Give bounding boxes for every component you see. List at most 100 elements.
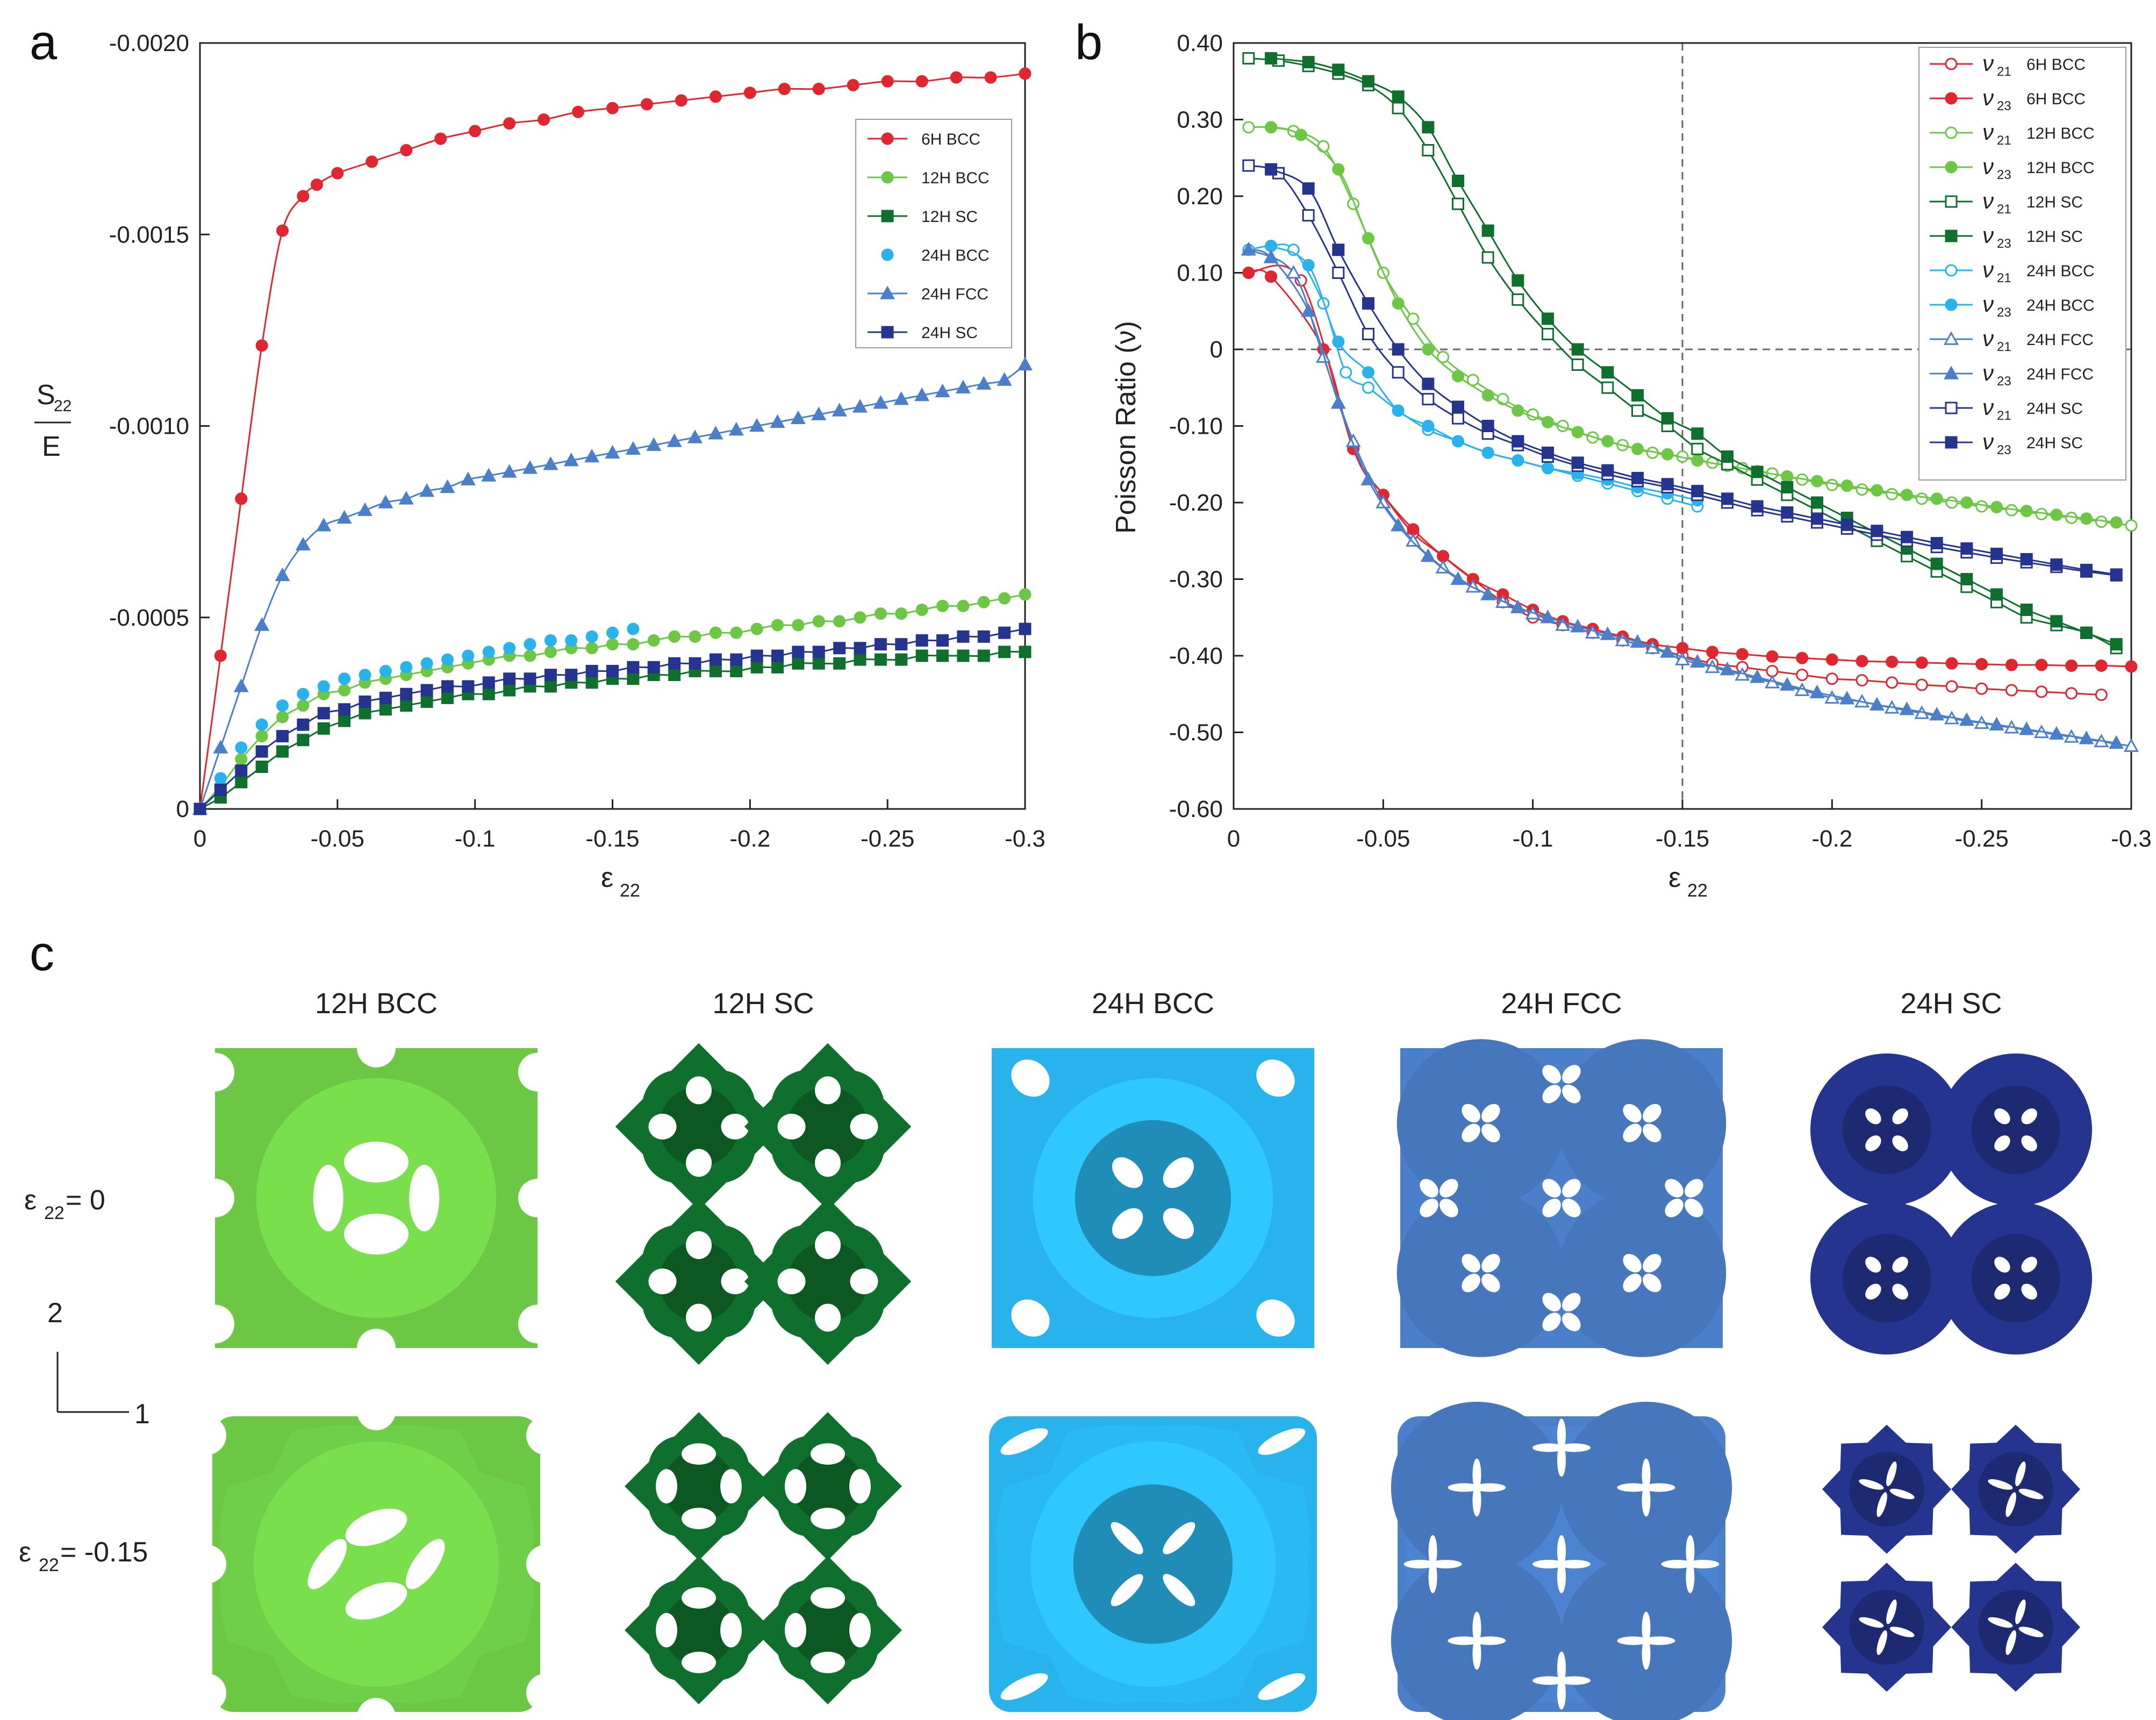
legend-marker	[1945, 195, 1958, 208]
legend-entry: ν 23 24H FCC	[1930, 360, 2094, 389]
legend-marker	[1945, 126, 1958, 139]
shell-inner	[1849, 1589, 1924, 1665]
legend-marker	[1945, 161, 1958, 174]
legend-entry: ν 23 24H BCC	[1930, 291, 2095, 320]
data-point	[1450, 571, 1466, 585]
data-point	[811, 406, 827, 420]
data-point	[1452, 435, 1464, 448]
pore	[1258, 1428, 1306, 1455]
data-point	[668, 669, 681, 682]
unit-cell-12h-bcc-deformed	[188, 1392, 565, 1720]
pore	[1462, 1273, 1480, 1293]
pore	[1562, 1313, 1581, 1331]
panel-label-b: b	[1075, 15, 1102, 70]
data-point	[1392, 366, 1405, 379]
pore	[1562, 1199, 1581, 1217]
row1-value: = -0.15	[60, 1537, 148, 1568]
legend-marker	[881, 326, 894, 339]
data-point	[336, 510, 352, 524]
pore	[1542, 1179, 1561, 1198]
data-point	[338, 684, 351, 697]
data-point	[833, 615, 846, 628]
chart-a-xtick-label: -0.15	[585, 826, 639, 852]
axis-1-label: 1	[134, 1399, 150, 1430]
data-point	[936, 634, 949, 647]
legend-subscript: 21	[1997, 133, 2011, 148]
pore	[1558, 1443, 1591, 1452]
data-point	[605, 445, 620, 459]
data-point	[1481, 251, 1494, 264]
pore	[849, 1469, 871, 1504]
pore	[1558, 1560, 1591, 1568]
legend-symbol: ν	[1982, 154, 1994, 179]
data-point	[1019, 588, 1032, 601]
pore	[1011, 1299, 1050, 1337]
data-point	[998, 646, 1011, 658]
data-point	[730, 653, 743, 666]
data-point	[750, 661, 763, 673]
data-point	[317, 680, 330, 693]
pore	[1472, 1484, 1481, 1517]
data-point	[1362, 297, 1374, 310]
pore	[815, 1231, 841, 1259]
data-point	[1265, 52, 1278, 64]
pore	[1472, 1458, 1481, 1491]
legend-symbol: ν	[1982, 119, 1994, 145]
data-point	[543, 456, 558, 470]
pore	[1011, 1059, 1050, 1097]
legend-subscript: 23	[1997, 168, 2011, 182]
legend-marker	[1943, 331, 1959, 345]
data-point	[1871, 525, 1883, 538]
data-point	[317, 722, 330, 735]
data-point	[233, 678, 249, 692]
data-point	[1360, 471, 1376, 485]
pore	[1643, 1123, 1661, 1143]
data-point	[1392, 90, 1405, 103]
legend-entry: 24H SC	[868, 324, 978, 342]
pore	[2005, 1492, 2016, 1517]
pore	[686, 1231, 712, 1259]
data-point	[1340, 366, 1352, 379]
pore	[1542, 1199, 1561, 1217]
legend-subscript: 23	[1997, 236, 2011, 251]
data-point	[469, 125, 482, 138]
data-point	[625, 441, 641, 455]
legend-symbol: ν	[1982, 395, 1994, 420]
pore	[1665, 1179, 1684, 1198]
data-point	[1294, 128, 1307, 141]
unit-cell-24h-fcc-undeformed	[1396, 1039, 1727, 1357]
chart-a-series-24h-sc	[194, 622, 1032, 815]
data-point	[646, 437, 662, 451]
chart-b-xtick-label: -0.05	[1356, 826, 1410, 852]
pore	[1532, 1443, 1565, 1452]
panel-c: 12H BCC 12H SC 24H BCC 24H FCC 24H SC ε 22 =…	[19, 987, 2092, 1720]
data-point	[915, 604, 928, 616]
data-point	[297, 190, 310, 203]
data-point	[275, 567, 290, 582]
data-point	[914, 387, 930, 402]
chart-b-ytick-label: 0.10	[1177, 260, 1223, 286]
data-point	[1825, 672, 1838, 685]
data-point	[915, 649, 928, 662]
pore	[1661, 1560, 1694, 1568]
data-point	[338, 714, 351, 727]
data-point	[1452, 197, 1464, 210]
pore	[1892, 1135, 1908, 1151]
edge-notch	[526, 1545, 565, 1583]
data-point	[255, 745, 268, 758]
data-point	[1825, 478, 1838, 491]
pore	[1994, 1284, 2010, 1300]
data-point	[627, 661, 640, 673]
pore	[1473, 1636, 1506, 1645]
data-point	[503, 642, 516, 655]
octahedron-core	[663, 1594, 734, 1666]
data-point	[2123, 738, 2139, 752]
data-point	[503, 672, 516, 685]
data-point	[1242, 121, 1255, 134]
data-point	[647, 634, 660, 647]
pore	[1420, 1199, 1438, 1217]
data-point	[585, 642, 598, 655]
data-point	[400, 661, 413, 673]
data-point	[998, 592, 1011, 605]
legend-subscript: 23	[1997, 99, 2011, 113]
